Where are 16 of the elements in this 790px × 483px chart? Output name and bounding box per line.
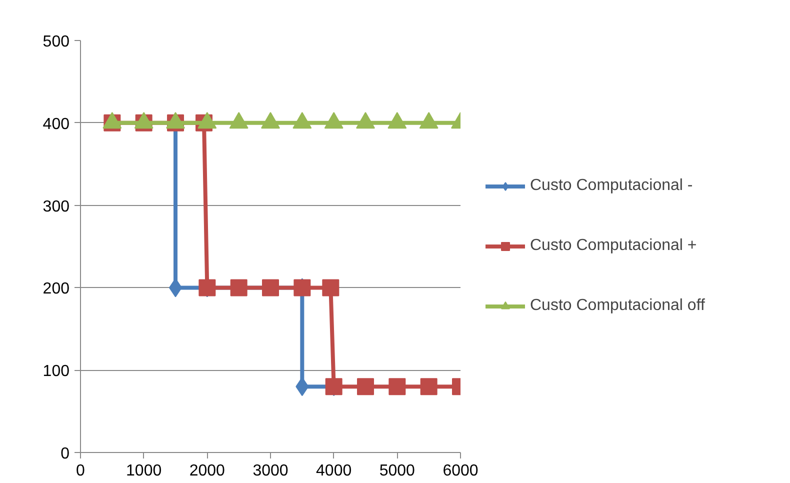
- legend-label: Custo Computacional off: [530, 297, 705, 315]
- y-tick-label: 100: [42, 363, 70, 380]
- y-tick-label: 0: [60, 446, 70, 462]
- y-tick-label: 200: [42, 280, 70, 298]
- x-tick-label: 1000: [126, 462, 162, 480]
- x-tick-label: 5000: [379, 462, 416, 480]
- legend-label: Custo Computacional +: [530, 237, 697, 255]
- x-tick-label: 2000: [189, 462, 226, 480]
- y-tick-label: 300: [42, 198, 70, 216]
- x-tick-label: 3000: [252, 462, 288, 480]
- y-tick-label: 500: [42, 34, 70, 50]
- y-tick-label: 400: [42, 116, 70, 133]
- x-tick-label: 4000: [316, 462, 352, 480]
- x-tick-label: 0: [76, 462, 86, 480]
- legend-label: Custo Computacional -: [530, 177, 693, 195]
- x-tick-label: 6000: [442, 462, 478, 480]
